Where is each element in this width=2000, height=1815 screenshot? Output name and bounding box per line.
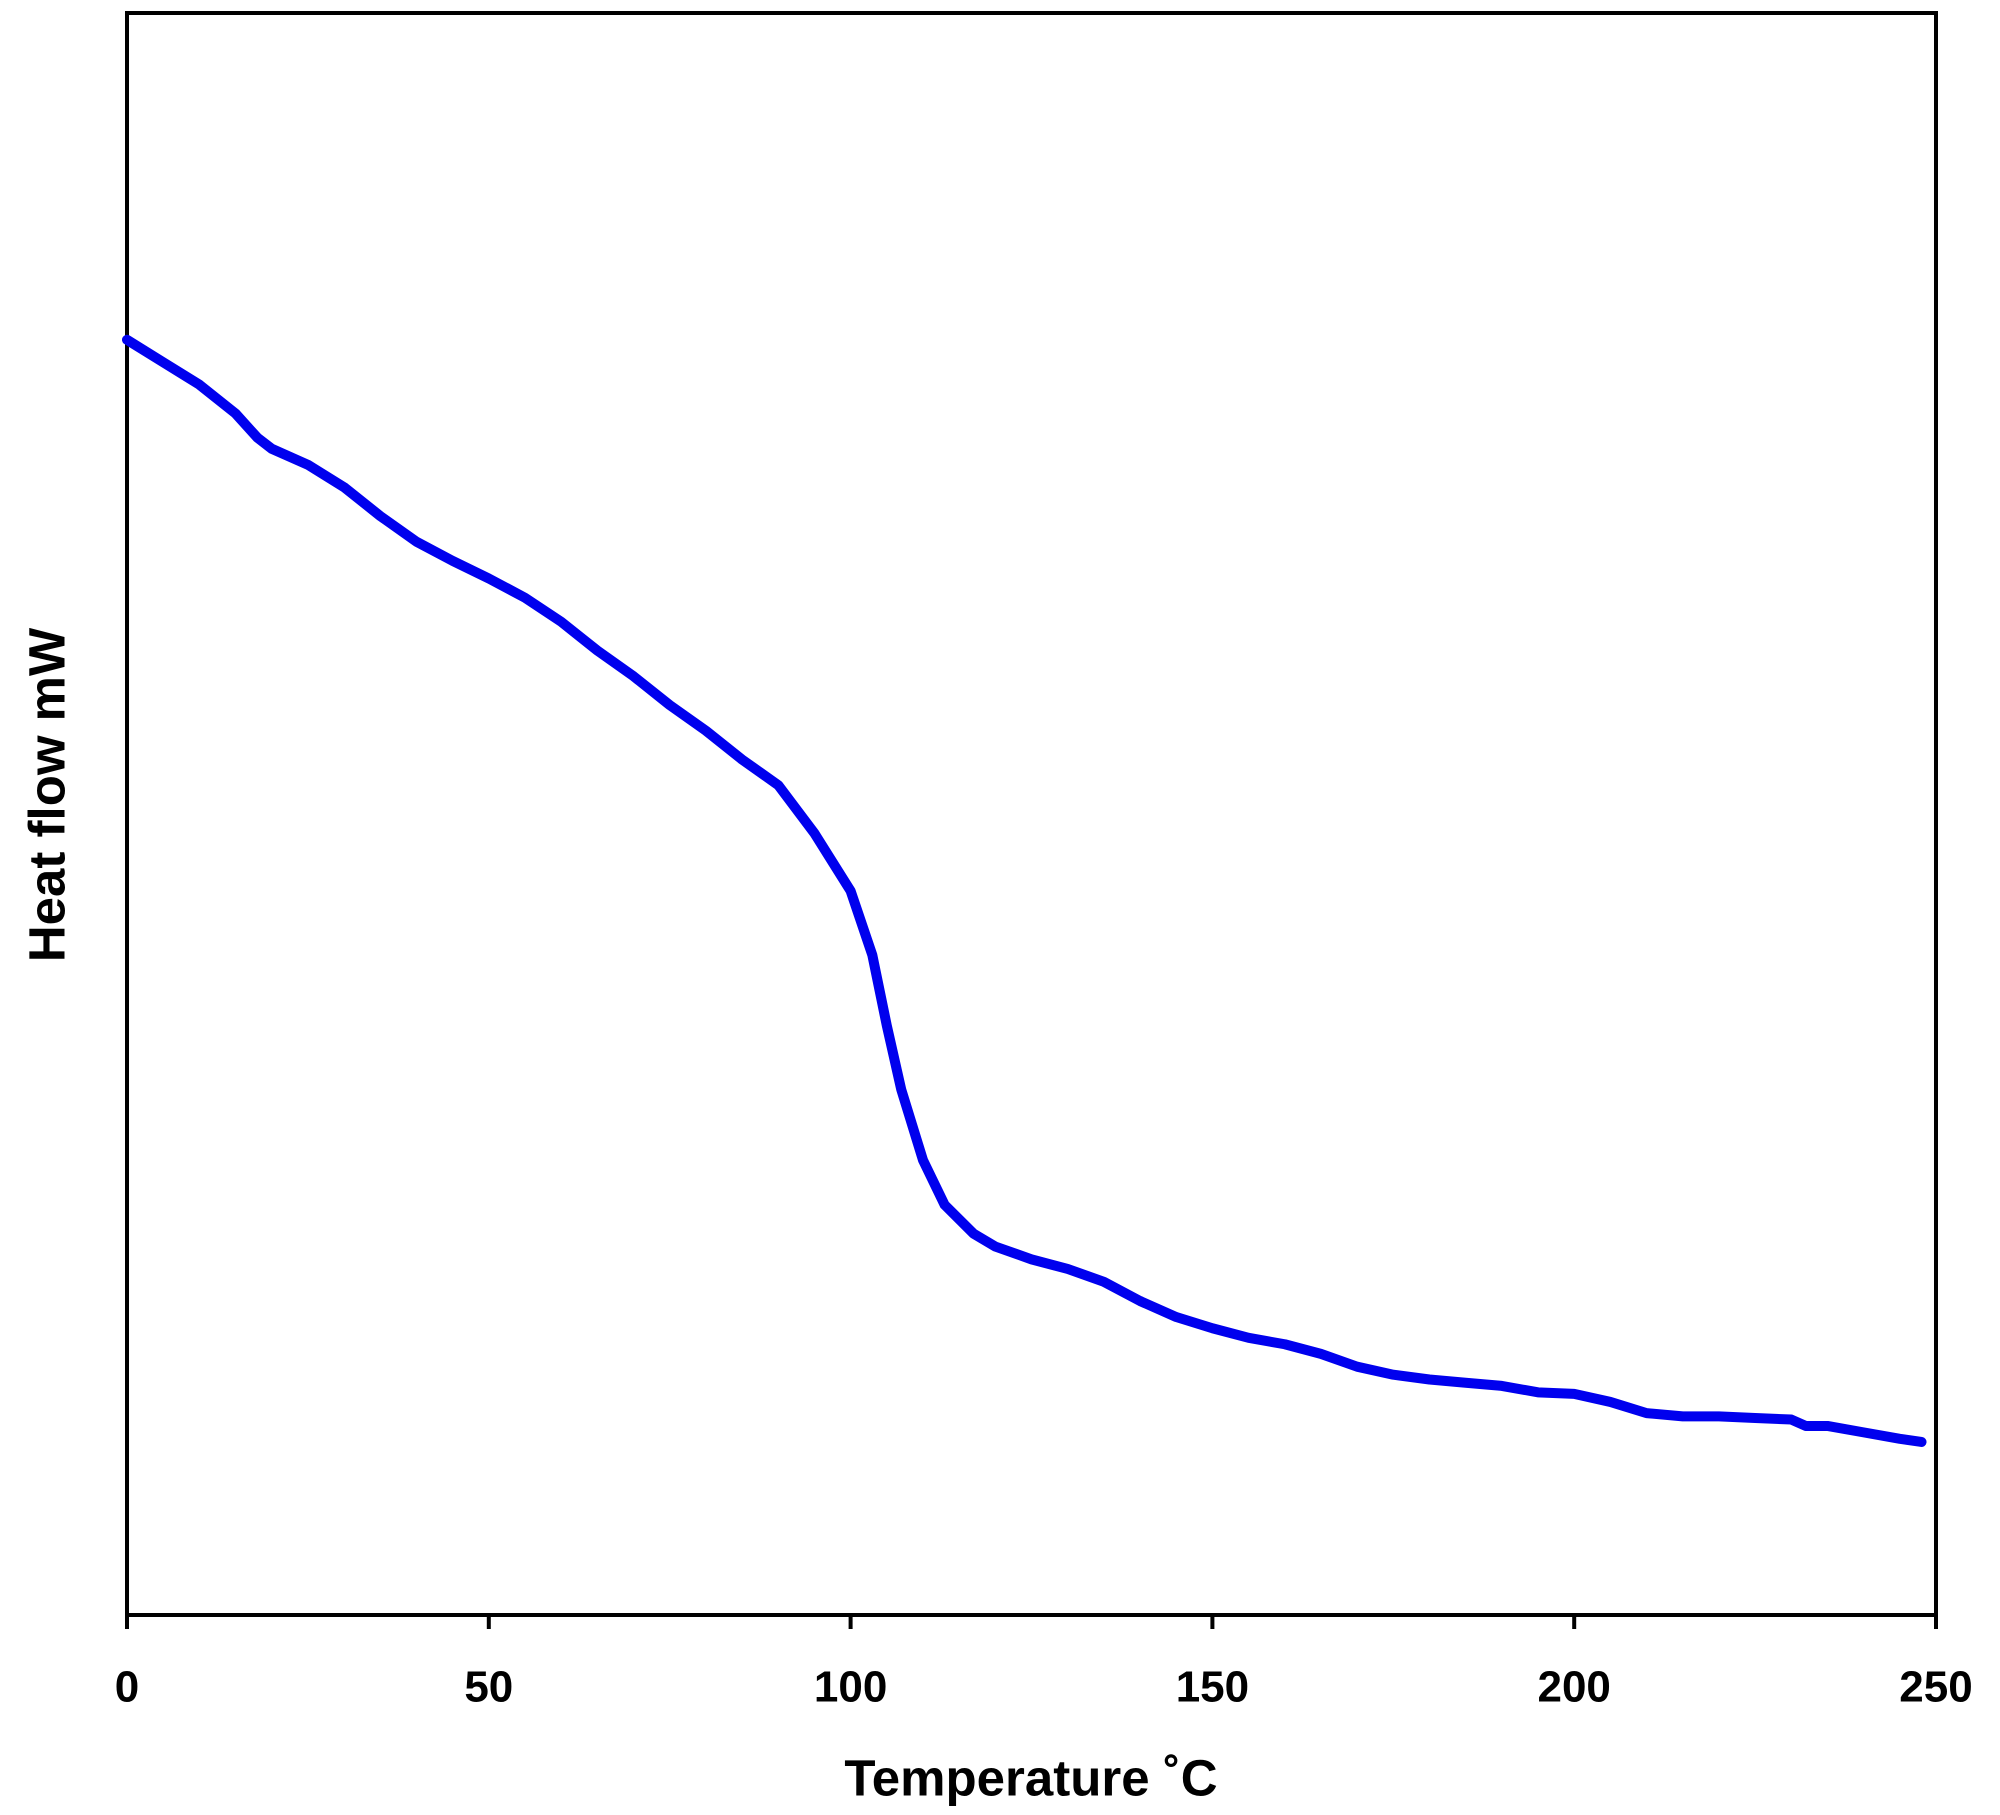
x-tick-label: 200	[1537, 1663, 1610, 1712]
y-axis-label: Heat flow mW	[18, 627, 75, 962]
x-axis-label: Temperature ˚C	[844, 1749, 1217, 1806]
plot-frame	[125, 11, 1938, 1617]
x-tick-label: 250	[1899, 1663, 1972, 1712]
x-tick-label: 50	[464, 1663, 513, 1712]
data-line	[122, 334, 1927, 1447]
x-tick-label: 0	[115, 1663, 139, 1712]
x-tick-label: 100	[814, 1663, 887, 1712]
x-tick-label: 150	[1176, 1663, 1249, 1712]
